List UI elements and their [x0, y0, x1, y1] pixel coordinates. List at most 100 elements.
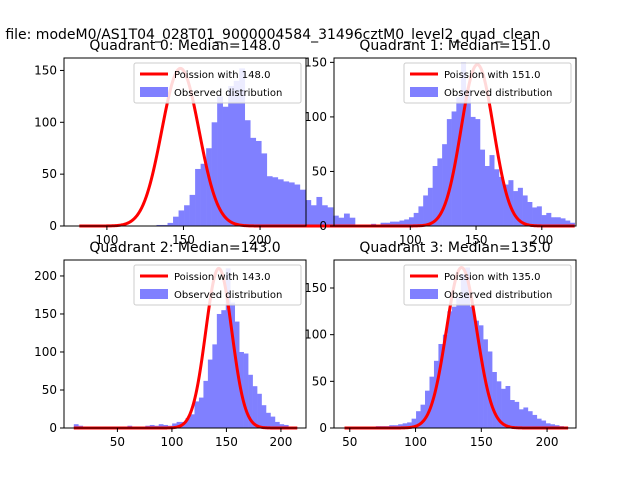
histogram-bar [239, 68, 246, 227]
histogram-bar [513, 191, 519, 226]
histogram-bar [310, 205, 317, 226]
histogram-bar [185, 418, 191, 428]
histogram-bar [527, 411, 533, 428]
x-tick-label: 100 [399, 233, 422, 247]
histogram-bar [503, 184, 509, 226]
panel-title: Quadrant 0: Median=148.0 [89, 38, 280, 54]
axes-frame [63, 57, 307, 227]
x-tick-label: 100 [404, 435, 427, 449]
histogram-bar [149, 424, 155, 428]
x-tick-label: 200 [269, 435, 292, 449]
legend: Poission with 135.0 Observed distribution [403, 264, 572, 306]
histogram-bar [465, 267, 471, 428]
legend: Poission with 143.0 Observed distribution [133, 264, 302, 306]
histogram-bar [207, 359, 213, 428]
histogram-bar [498, 176, 504, 226]
y-tick-label: 0 [49, 219, 57, 233]
histogram-bar [550, 424, 555, 428]
histogram-bar [465, 89, 471, 226]
histogram-bar [221, 310, 227, 428]
y-tick-label: 100 [34, 345, 57, 359]
panel-0: 100 150 200 0 50 100 150 Quadrant 0: Median=148… [34, 38, 356, 247]
histogram-bar [427, 187, 433, 226]
x-tick-label: 150 [215, 435, 238, 449]
histogram-bar [252, 386, 258, 428]
legend-bar-swatch [140, 289, 168, 299]
histogram-bar [423, 195, 429, 226]
histogram-bar [200, 163, 207, 226]
histogram-bar [461, 62, 467, 226]
histogram-bar [248, 374, 253, 428]
histogram-bar [349, 217, 356, 226]
histogram-bar [555, 217, 561, 226]
histogram-bar [178, 210, 185, 226]
histogram-bar [394, 221, 400, 226]
histogram-bar [407, 422, 412, 428]
legend-box [403, 264, 572, 306]
histogram-bar [266, 176, 273, 226]
histogram-bar [517, 187, 523, 226]
histogram-bar [283, 424, 289, 428]
histogram-bar [478, 325, 484, 428]
histogram-bar [156, 224, 163, 226]
histogram-bar [470, 116, 476, 226]
histogram-bar [523, 407, 529, 428]
histogram-bar [390, 221, 396, 226]
histogram-bar [425, 390, 430, 428]
histogram-bar [277, 179, 284, 226]
histogram-bar [536, 206, 542, 226]
histogram-bar [399, 220, 405, 226]
histogram-bar [420, 404, 426, 428]
legend-label-poisson: Poission with 135.0 [444, 272, 540, 283]
histogram-bar [404, 219, 410, 226]
histogram-bar [299, 189, 306, 226]
histogram-bar [172, 423, 177, 428]
y-tick-label: 50 [42, 167, 57, 181]
histogram-bar [413, 212, 419, 226]
panel-3: 50 100 150 200 0 50 100 150 Quadrant 3: Median=1… [304, 240, 577, 449]
histogram-bar [438, 344, 444, 428]
histogram-bar [536, 418, 542, 428]
legend-label-observed: Observed distribution [174, 88, 282, 99]
histogram-bar [288, 182, 295, 226]
legend-label-poisson: Poission with 148.0 [174, 70, 270, 81]
histogram-bar [508, 180, 514, 226]
histogram-bar [492, 372, 497, 428]
histogram-bar [211, 122, 218, 226]
histogram-bar [294, 184, 301, 226]
histogram-bar [230, 302, 236, 428]
histogram-bar [217, 96, 223, 227]
y-tick-label: 50 [42, 383, 57, 397]
histogram-bar [474, 320, 479, 428]
histogram-bar [442, 144, 448, 226]
histogram-bar [475, 119, 481, 226]
y-tick-label: 150 [34, 307, 57, 321]
histogram-bar [514, 401, 520, 428]
histogram-bar [565, 220, 571, 226]
histogram-bar [501, 388, 506, 428]
histogram-bar [496, 381, 502, 428]
y-tick-label: 50 [312, 164, 327, 178]
legend-label-poisson: Poission with 143.0 [174, 272, 270, 283]
histogram-bar [569, 222, 575, 226]
histogram-bar [206, 148, 212, 226]
histogram-bar [437, 158, 443, 226]
legend-label-observed: Observed distribution [444, 88, 552, 99]
histogram-bar [411, 418, 417, 428]
axes-frame [333, 259, 577, 429]
histogram-bar [158, 424, 164, 428]
histogram-bar [408, 217, 414, 226]
y-tick-label: 100 [304, 328, 327, 342]
histogram-bar [560, 218, 566, 226]
histogram-bar [162, 224, 168, 226]
histogram-bar [327, 207, 334, 226]
histogram-bar [456, 297, 462, 428]
histogram-bar [212, 344, 218, 428]
legend-bar-swatch [410, 87, 438, 97]
legend-box [133, 264, 302, 306]
histogram-bar [332, 215, 339, 226]
histogram-bar [380, 222, 386, 226]
histogram-bar [551, 217, 557, 226]
histogram-bar [442, 334, 448, 428]
